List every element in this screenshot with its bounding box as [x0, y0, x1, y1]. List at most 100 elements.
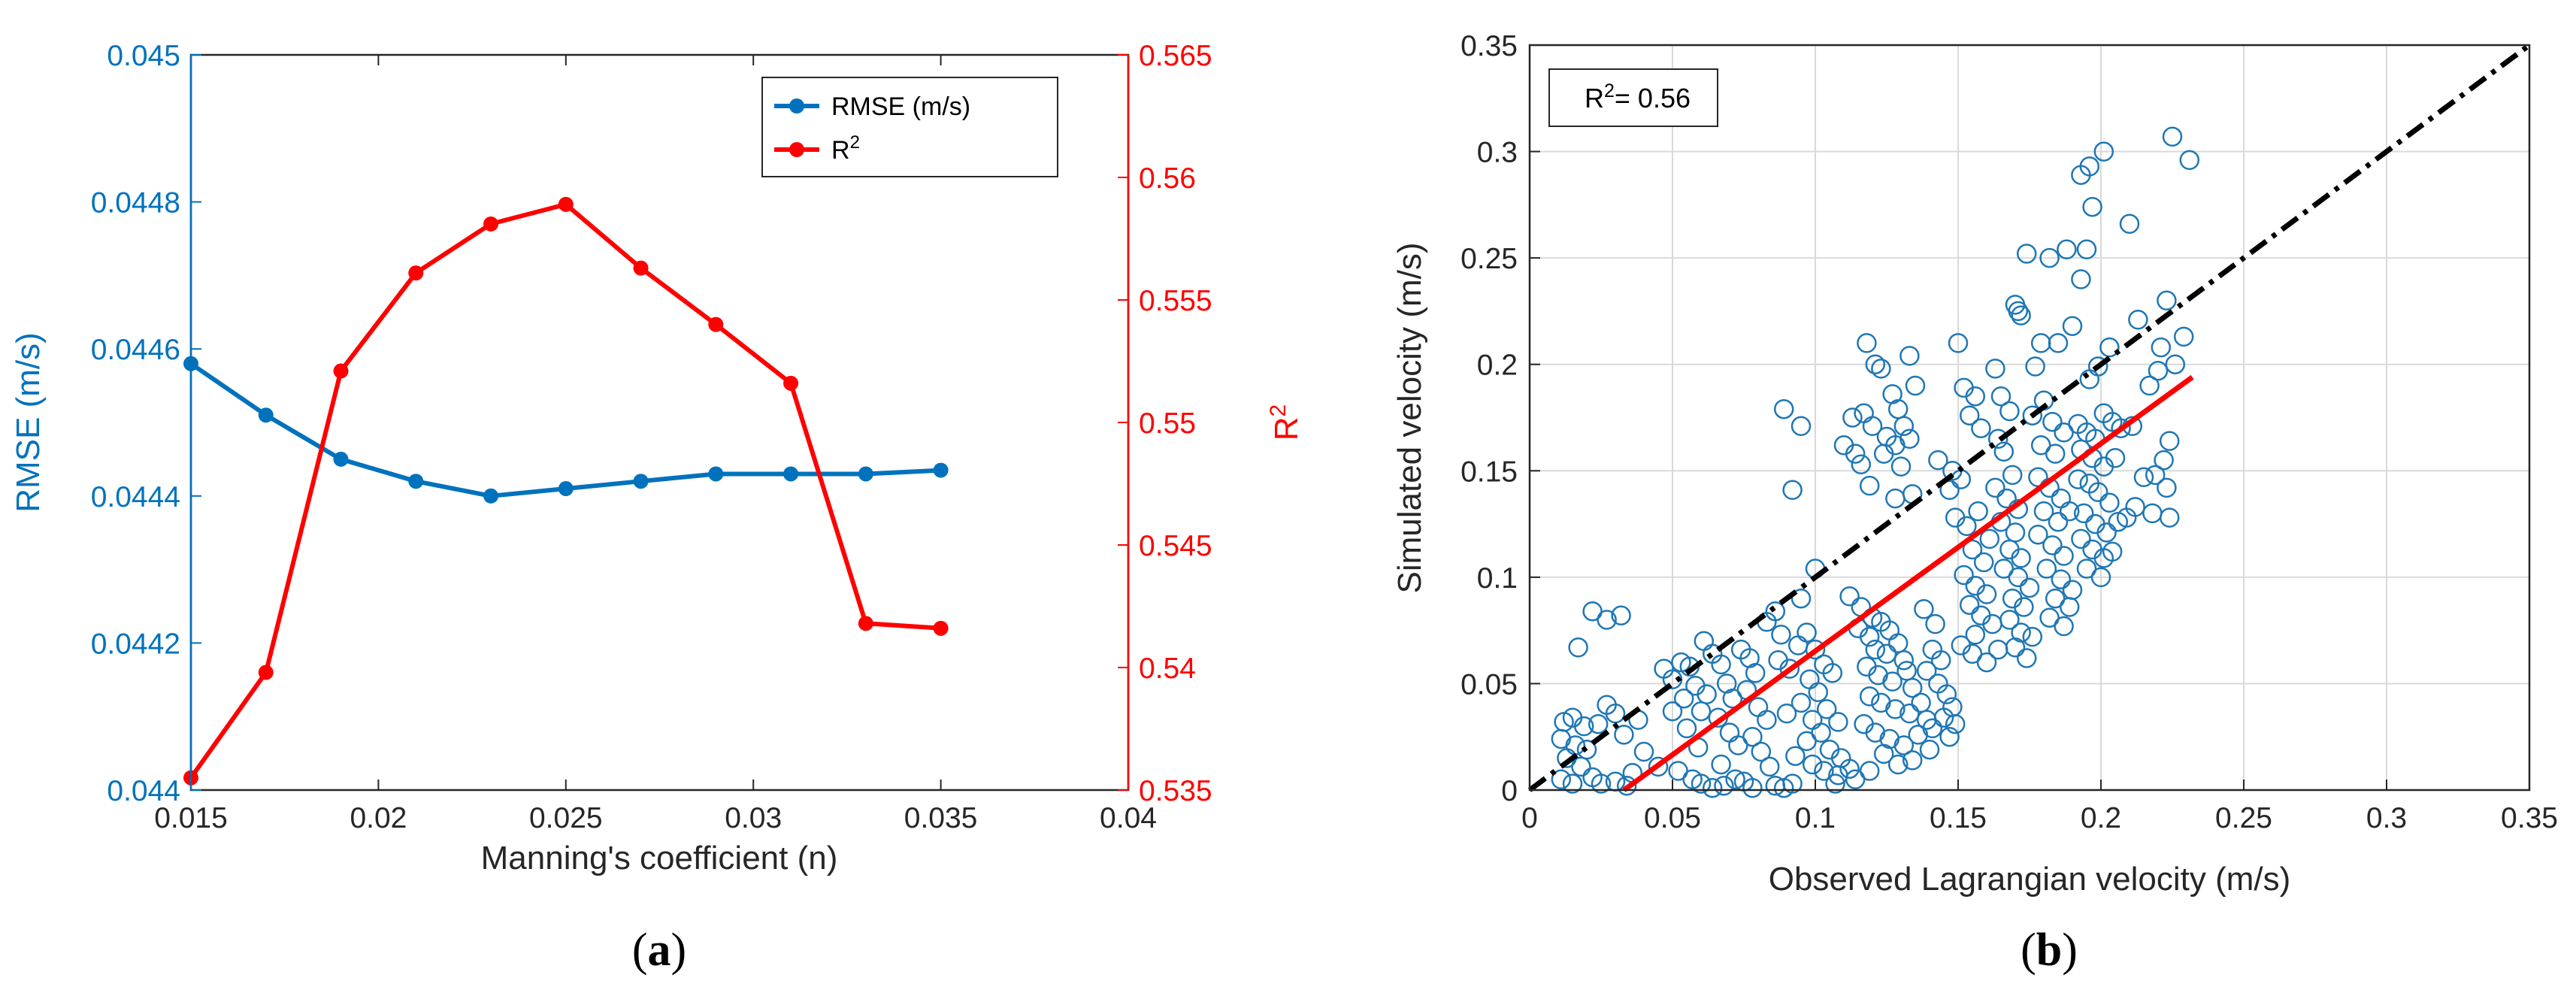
scatter-point — [2157, 290, 2177, 311]
scatter-point — [1597, 610, 1617, 630]
panel-a-x-tick-label: 0.03 — [725, 802, 782, 834]
panel-a-y-left-tick-label: 0.0442 — [91, 628, 180, 660]
series-rmse-point — [258, 407, 274, 423]
scatter-point — [1725, 769, 1745, 790]
panel-a-x-tick-label: 0.02 — [350, 802, 407, 834]
scatter-point — [1933, 707, 1954, 728]
scatter-point — [1673, 688, 1694, 709]
scatter-point — [2157, 477, 2177, 498]
scatter-point — [1811, 722, 1831, 743]
panel-a-x-tick-label: 0.035 — [904, 802, 978, 834]
scatter-point — [1616, 776, 1637, 796]
panel-b-y-tick-label: 0.35 — [1461, 30, 1518, 62]
scatter-point — [1773, 398, 1794, 419]
panel-a-x-axis-label: Manning's coefficient (n) — [481, 840, 838, 876]
scatter-point — [1985, 359, 2005, 379]
panel-b-x-tick-label: 0.35 — [2501, 802, 2558, 834]
scatter-point — [1825, 774, 1845, 794]
panel-a-y-right-axis-label-superscript: 2 — [1266, 404, 1291, 417]
panel-a-y-left-tick-label: 0.045 — [107, 40, 180, 72]
scatter-point — [2048, 333, 2069, 353]
scatter-point — [1802, 754, 1823, 775]
panel-a-y-left-axis-label: RMSE (m/s) — [10, 332, 47, 513]
panel-a-y-left-tick-label: 0.044 — [107, 775, 180, 807]
series-r2-point — [633, 260, 649, 276]
scatter-point — [1779, 658, 1800, 679]
panel-b: 0 0.05 0.1 0.15 0.2 0.25 0.3 0.35 00.050.10.150… — [1391, 30, 2558, 976]
scatter-point — [1757, 710, 1777, 730]
series-rmse-point — [933, 462, 949, 478]
scatter-point — [1928, 450, 1948, 471]
panel-a-y-right-tick-label: 0.545 — [1139, 530, 1212, 562]
scatter-point — [1996, 488, 2017, 509]
scatter-point — [2111, 418, 2131, 438]
scatter-point — [1605, 703, 1626, 724]
scatter-point — [1919, 739, 1940, 760]
panel-a-legend-box — [761, 77, 1058, 177]
scatter-point — [1668, 761, 1688, 781]
scatter-point — [1873, 743, 1894, 764]
scatter-point — [1957, 516, 1977, 537]
scatter-point — [2099, 492, 2120, 513]
scatter-point — [2051, 569, 2072, 589]
scatter-point — [1999, 610, 2020, 630]
panel-b-x-tick-label: 0.15 — [1930, 802, 1987, 834]
scatter-point — [2019, 577, 2040, 598]
scatter-point — [1839, 586, 1860, 607]
panel-b-plot-area — [1527, 43, 2532, 798]
panel-a-x-tick-label: 0.015 — [154, 802, 228, 834]
scatter-point — [1876, 643, 1897, 665]
scatter-point — [1776, 703, 1797, 724]
scatter-point — [1859, 475, 1880, 496]
scatter-point — [1851, 454, 1872, 475]
panel-a-legend: RMSE (m/s) R2 — [761, 77, 1058, 177]
scatter-point — [2008, 301, 2029, 322]
panel-b-caption: (b) — [2021, 925, 2078, 976]
scatter-point — [2022, 405, 2043, 425]
panel-b-x-ticks: 0 0.05 0.1 0.15 0.2 0.25 0.3 0.35 — [1521, 780, 2558, 834]
identity-line — [1527, 43, 2532, 792]
scatter-point — [1728, 735, 1748, 755]
scatter-point — [2022, 626, 2043, 647]
regression-fit-line — [1622, 374, 2194, 792]
scatter-point — [1822, 663, 1843, 683]
series-rmse-point — [408, 474, 424, 489]
panel-a-caption-letter: a — [648, 925, 671, 976]
scatter-point — [1828, 712, 1848, 732]
panel-b-x-tick-label: 0.1 — [1795, 802, 1836, 834]
scatter-point — [1571, 756, 1591, 777]
series-r2-point — [933, 620, 949, 636]
scatter-point — [1771, 625, 1791, 645]
panel-b-y-tick-label: 0.25 — [1461, 243, 1518, 275]
panel-a-y-left-tick-label: 0.0444 — [91, 481, 180, 513]
scatter-point — [1971, 418, 1991, 438]
panel-b-y-tick-label: 0 — [1501, 775, 1518, 807]
scatter-point — [2151, 337, 2172, 358]
scatter-point — [2048, 511, 2069, 532]
legend-r2-label-superscript: 2 — [850, 132, 860, 153]
scatter-point — [2054, 422, 2074, 443]
scatter-point — [2087, 482, 2108, 502]
panel-a: 0.015 0.02 0.025 0.03 0.035 0.04 0.0440.04420… — [10, 40, 1305, 976]
r2-annotation-text: R2= 0.56 — [1585, 80, 1691, 114]
scatter-point — [2011, 305, 2031, 325]
panel-a-y-right-tick-label: 0.565 — [1139, 40, 1212, 72]
series-r2-point — [783, 375, 799, 391]
panel-a-plot-area — [183, 196, 949, 786]
panel-a-y-right-tick-label: 0.555 — [1139, 285, 1212, 317]
scatter-point — [1936, 684, 1957, 704]
scatter-point — [2008, 567, 2029, 588]
scatter-point — [1899, 346, 1920, 366]
scatter-point — [2057, 239, 2077, 260]
panel-b-y-tick-label: 0.15 — [1461, 456, 1518, 488]
scatter-point — [2025, 356, 2045, 377]
legend-r2-label: R2 — [831, 132, 860, 165]
scatter-point — [2042, 535, 2063, 556]
scatter-point — [2076, 559, 2097, 579]
scatter-point — [1782, 480, 1803, 501]
scatter-point — [1751, 741, 1772, 762]
scatter-point — [1551, 769, 1572, 790]
scatter-point — [2079, 369, 2100, 389]
panel-b-r2-annotation: R2= 0.56 — [1548, 68, 1718, 127]
